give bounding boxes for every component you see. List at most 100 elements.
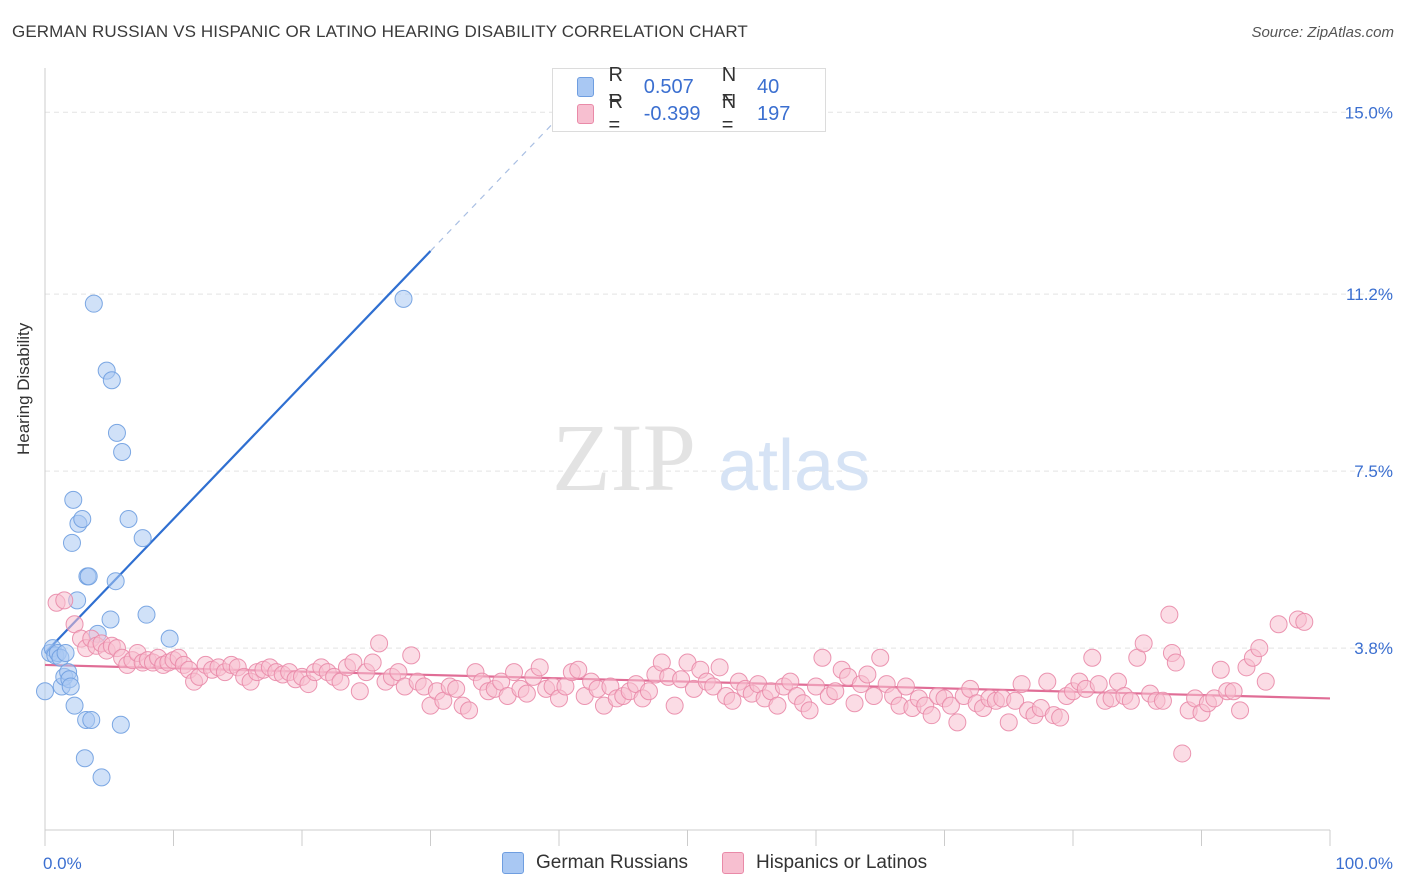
point-german-russians xyxy=(65,696,84,715)
tick-labels: 3.8% 7.5% 11.2% 15.0% 0.0% 100.0% xyxy=(43,103,1393,873)
n-label: N = xyxy=(721,64,737,109)
point-german-russians xyxy=(113,443,132,461)
point-hispanics xyxy=(710,658,729,677)
bottom-legend-german-russians: German Russians xyxy=(502,852,688,874)
legend-row-hispanics: R = -0.399 N = 197 xyxy=(577,91,825,136)
point-hispanics xyxy=(922,706,941,725)
point-hispanics xyxy=(826,682,845,701)
point-hispanics xyxy=(1121,691,1140,710)
point-hispanics xyxy=(1295,612,1314,631)
point-german-russians xyxy=(75,749,94,768)
r-value: 0.507 xyxy=(643,75,694,98)
point-hispanics xyxy=(704,677,723,696)
point-hispanics xyxy=(948,713,967,732)
point-german-russians xyxy=(61,677,80,696)
n-label: N = xyxy=(721,91,737,136)
stats-legend: R = 0.507 N = 40 R = -0.399 N = 197 xyxy=(552,64,826,136)
point-german-russians xyxy=(84,294,103,313)
point-german-russians xyxy=(36,682,54,701)
point-hispanics xyxy=(768,696,787,715)
point-hispanics xyxy=(344,653,363,672)
legend-row-german-russians: R = 0.507 N = 40 xyxy=(577,64,825,109)
point-german-russians xyxy=(56,643,75,662)
point-german-russians xyxy=(111,715,130,734)
point-german-russians xyxy=(92,768,111,787)
bottom-swatch-hispanics xyxy=(722,852,744,874)
point-german-russians xyxy=(101,610,120,629)
point-hispanics xyxy=(460,701,479,720)
point-hispanics xyxy=(1173,744,1192,763)
point-german-russians xyxy=(394,289,413,308)
point-hispanics xyxy=(505,663,524,682)
point-hispanics xyxy=(569,660,588,679)
bottom-legend-label: German Russians xyxy=(536,852,689,873)
point-hispanics xyxy=(1224,682,1243,701)
r-label: R = xyxy=(608,64,623,109)
bottom-swatch-german-russians xyxy=(502,852,524,874)
point-hispanics xyxy=(1269,615,1288,634)
x-tick-label-max: 100.0% xyxy=(1335,854,1393,873)
point-hispanics xyxy=(999,713,1018,732)
n-value: 197 xyxy=(757,102,791,125)
point-hispanics xyxy=(896,677,915,696)
point-german-russians xyxy=(102,371,121,390)
y-tick-label: 7.5% xyxy=(1354,462,1393,481)
point-hispanics xyxy=(530,658,549,677)
point-german-russians xyxy=(107,423,126,442)
bottom-legend-hispanics: Hispanics or Latinos xyxy=(722,852,927,874)
point-hispanics xyxy=(1231,701,1250,720)
point-german-russians xyxy=(106,572,125,591)
point-hispanics xyxy=(1051,708,1070,727)
y-tick-label: 11.2% xyxy=(1346,285,1393,304)
point-hispanics xyxy=(864,687,883,706)
point-hispanics xyxy=(1211,660,1230,679)
point-hispanics xyxy=(517,684,536,703)
bottom-legend-label: Hispanics or Latinos xyxy=(756,852,928,873)
point-german-russians xyxy=(160,629,179,648)
point-hispanics xyxy=(1134,634,1153,653)
point-german-russians xyxy=(133,529,152,548)
point-hispanics xyxy=(447,679,466,698)
gridlines xyxy=(45,111,1395,649)
point-hispanics xyxy=(1250,639,1269,658)
point-hispanics xyxy=(370,634,389,653)
points xyxy=(36,289,1314,787)
point-hispanics xyxy=(1160,605,1179,624)
point-german-russians xyxy=(62,533,81,552)
point-hispanics xyxy=(871,648,890,667)
legend-swatch-hispanics xyxy=(577,104,595,124)
r-value: -0.399 xyxy=(643,102,701,125)
point-hispanics xyxy=(1038,672,1057,691)
point-hispanics xyxy=(672,670,691,689)
y-axis-title: Hearing Disability xyxy=(14,322,33,455)
axes xyxy=(44,68,1331,846)
point-hispanics xyxy=(941,696,960,715)
point-hispanics xyxy=(1166,653,1185,672)
point-hispanics xyxy=(1006,691,1025,710)
point-german-russians xyxy=(73,509,92,528)
point-german-russians xyxy=(137,605,156,624)
y-tick-label: 15.0% xyxy=(1345,103,1393,122)
point-hispanics xyxy=(723,691,742,710)
trend-extension-german-russians xyxy=(430,116,560,252)
point-hispanics xyxy=(639,682,658,701)
point-hispanics xyxy=(350,682,369,701)
y-tick-label: 3.8% xyxy=(1354,639,1393,658)
point-hispanics xyxy=(55,591,74,610)
watermark-atlas: atlas xyxy=(718,426,870,506)
point-hispanics xyxy=(1153,691,1172,710)
point-german-russians xyxy=(82,710,101,729)
point-german-russians xyxy=(79,567,98,586)
r-label: R = xyxy=(608,91,623,136)
point-hispanics xyxy=(807,677,825,696)
chart-title: GERMAN RUSSIAN VS HISPANIC OR LATINO HEA… xyxy=(12,22,748,41)
point-hispanics xyxy=(665,696,684,715)
point-hispanics xyxy=(1256,672,1275,691)
n-value: 40 xyxy=(757,75,780,98)
watermark-zip: ZIP xyxy=(552,404,696,511)
point-hispanics xyxy=(1012,675,1031,694)
point-hispanics xyxy=(1089,675,1108,694)
point-german-russians xyxy=(64,490,83,509)
point-hispanics xyxy=(363,653,382,672)
